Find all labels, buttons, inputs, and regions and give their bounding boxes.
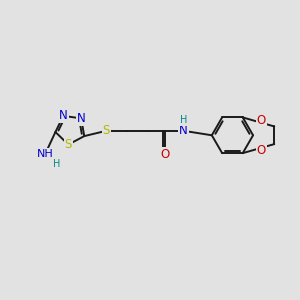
Text: O: O xyxy=(257,114,266,127)
Text: H: H xyxy=(180,116,187,125)
Text: N: N xyxy=(179,124,188,137)
Text: H: H xyxy=(52,159,60,169)
Text: S: S xyxy=(65,138,72,151)
Text: O: O xyxy=(160,148,170,161)
Text: N: N xyxy=(77,112,85,125)
Text: NH: NH xyxy=(37,149,53,159)
Text: S: S xyxy=(103,124,110,137)
Text: O: O xyxy=(257,144,266,157)
Text: N: N xyxy=(59,110,68,122)
